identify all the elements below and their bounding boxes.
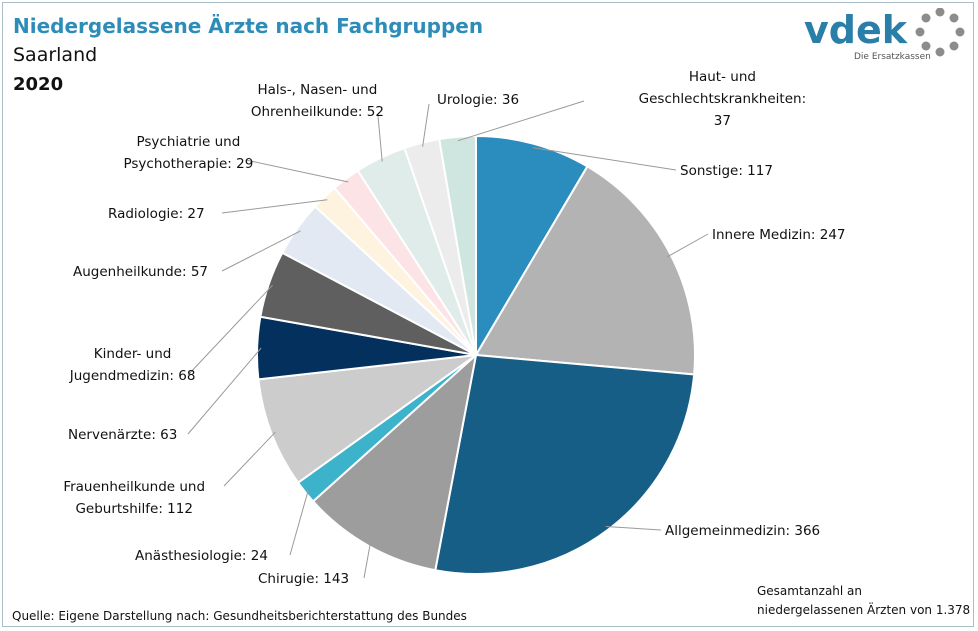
leader-line <box>223 431 276 487</box>
leader-line <box>221 199 328 214</box>
pie-slice-chirugie <box>311 352 478 572</box>
slice-label: Kinder- und Jugendmedizin: 68 <box>69 346 196 384</box>
leader-line <box>221 230 301 272</box>
slice-label: Allgemeinmedizin: 366 <box>665 523 820 539</box>
logo-tagline: Die Ersatzkassen <box>854 52 931 62</box>
pie-slice-frauenheilkunde-und-geburtshilfe <box>257 353 480 485</box>
slice-label: Psychiatrie und Psychotherapie: 29 <box>124 134 254 172</box>
slice-label: Nervenärzte: 63 <box>68 427 177 443</box>
year-label: 2020 <box>13 74 64 95</box>
vdek-logo: vdek Die Ersatzkassen <box>804 8 965 62</box>
slice-label: Frauenheilkunde und Geburtshilfe: 112 <box>63 479 205 517</box>
slice-label: Hals-, Nasen- und Ohrenheilkunde: 52 <box>251 82 384 120</box>
leader-line <box>377 115 383 162</box>
pie-slice-allgemeinmedizin <box>434 353 696 575</box>
leader-line <box>363 542 371 579</box>
slice-label: Haut- und Geschlechtskrankheiten: 37 <box>639 69 806 129</box>
leader-lines <box>187 100 709 579</box>
slice-label: Anästhesiologie: 24 <box>135 548 268 564</box>
leader-line <box>605 526 662 531</box>
total-note-line1: Gesamtanzahl an <box>757 584 863 598</box>
leader-line <box>245 159 349 183</box>
pie-slices <box>256 134 696 575</box>
logo-wordmark: vdek <box>804 8 908 52</box>
total-note-line2: niedergelassenen Ärzten von 1.378 <box>757 603 971 617</box>
chart-title: Niedergelassene Ärzte nach Fachgruppen <box>13 14 484 38</box>
leader-line <box>422 103 430 147</box>
leader-line <box>457 100 585 142</box>
leader-line <box>187 284 273 376</box>
slice-label: Chirugie: 143 <box>258 571 349 587</box>
slice-label: Urologie: 36 <box>437 92 519 108</box>
leader-line <box>289 489 309 556</box>
region-label: Saarland <box>13 44 98 66</box>
slice-labels: Sonstige: 117 Innere Medizin: 247 Allgemei… <box>63 69 845 587</box>
slice-label: Innere Medizin: 247 <box>712 227 846 243</box>
pie-slice-sonstige <box>475 134 589 359</box>
slice-label: Augenheilkunde: 57 <box>73 264 208 280</box>
slice-label: Radiologie: 27 <box>108 206 205 222</box>
leader-line <box>667 233 709 258</box>
leader-line <box>532 147 677 171</box>
slice-label: Sonstige: 117 <box>680 163 773 179</box>
leader-line <box>187 347 262 435</box>
total-note: Gesamtanzahl an niedergelassenen Ärzten … <box>757 582 970 620</box>
logo-ring-icon <box>915 8 965 57</box>
pie-slice-haut-und-geschlechtskrankheiten <box>438 134 477 356</box>
source-note: Quelle: Eigene Darstellung nach: Gesundh… <box>12 609 467 623</box>
